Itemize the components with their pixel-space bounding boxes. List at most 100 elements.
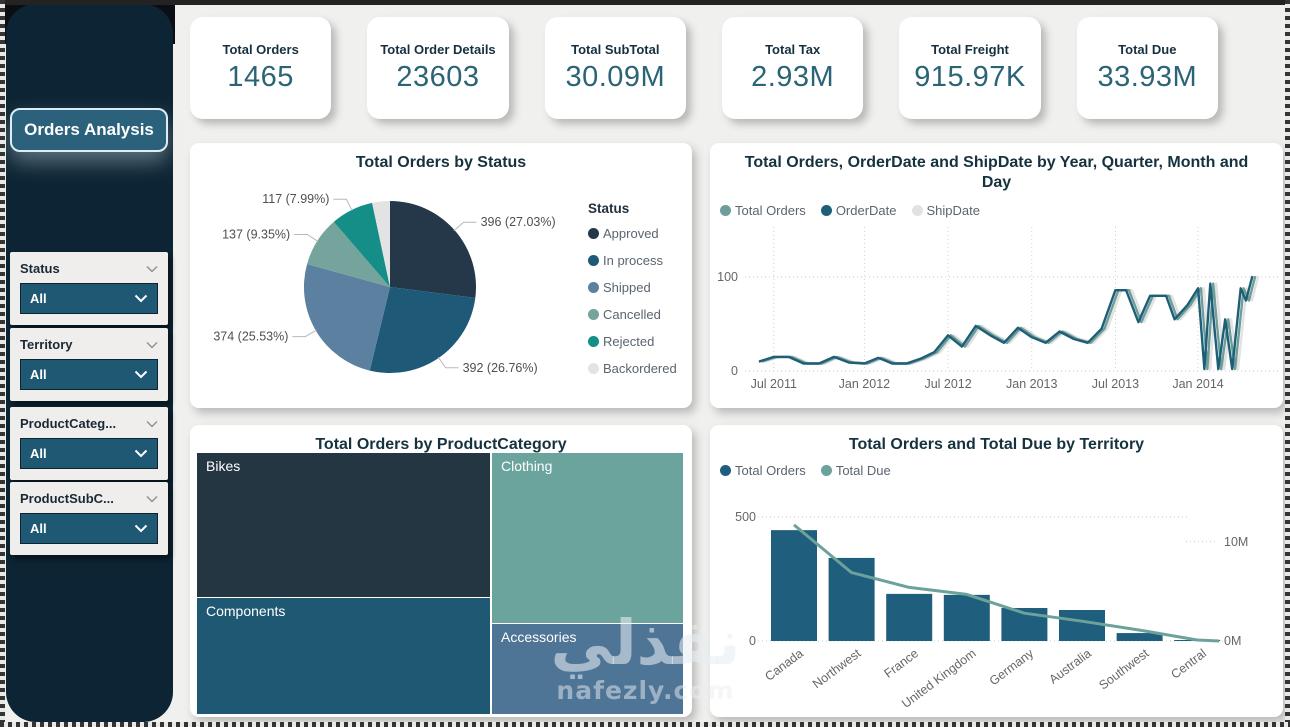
card-orders-by-status: Total Orders by Status 396 (27.03%) 392 (…	[190, 143, 692, 408]
x-tick-label: Jan 2013	[1006, 377, 1057, 391]
treemap[interactable]: Bikes Components Clothing Accessories	[197, 453, 684, 715]
filter-label: Territory	[20, 337, 73, 352]
bar-united-kingdom[interactable]	[943, 594, 990, 641]
kpi-value: 2.93M	[751, 61, 835, 93]
legend-dot	[588, 309, 599, 320]
bar-northwest[interactable]	[828, 557, 875, 641]
legend-dot	[588, 228, 599, 239]
frame-edge-bottom	[0, 722, 1290, 727]
kpi-card-total-tax[interactable]: Total Tax 2.93M	[721, 17, 864, 119]
pie-slice[interactable]	[372, 201, 390, 287]
x-tick-label: Jul 2011	[751, 377, 797, 391]
line-series-total-due[interactable]	[793, 523, 1220, 643]
chart-title: Total Orders and Total Due by Territory	[848, 436, 1145, 453]
legend-item[interactable]: Total Orders	[720, 463, 806, 478]
kpi-value: 1465	[227, 61, 294, 93]
filter-label: ProductCateg...	[20, 416, 117, 431]
legend-label: OrderDate	[835, 203, 897, 218]
treemap-label: Bikes	[206, 458, 241, 474]
treemap-tile-components[interactable]: Components	[197, 597, 490, 714]
legend-label: In process	[603, 253, 663, 268]
legend-item[interactable]: Backordered	[588, 361, 677, 376]
frame-edge-left	[0, 0, 5, 727]
pie-callout: 117 (7.99%)	[262, 192, 329, 206]
chevron-down-icon[interactable]	[146, 265, 158, 273]
page-title: Orders Analysis	[24, 120, 154, 139]
chart-title: Total Orders by Status	[355, 154, 527, 171]
legend-dot	[820, 465, 832, 476]
kpi-label: Total Due	[1118, 42, 1177, 57]
legend-item[interactable]: Total Due	[820, 463, 891, 478]
chevron-down-icon	[134, 449, 148, 458]
bar-france[interactable]	[886, 593, 933, 641]
filter-label: Status	[20, 261, 60, 276]
kpi-card-total-orders[interactable]: Total Orders 1465	[190, 17, 332, 119]
chevron-down-icon[interactable]	[146, 341, 158, 349]
bar-australia[interactable]	[1059, 610, 1105, 641]
x-tick-label: Jan 2014	[1172, 377, 1223, 391]
kpi-card-total-order-details[interactable]: Total Order Details 23603	[367, 17, 509, 119]
legend-dot	[820, 205, 832, 216]
pie-slice[interactable]	[390, 201, 476, 298]
dropdown-value: All	[30, 291, 47, 306]
y-right-tick: 0M	[1224, 634, 1241, 648]
legend-label: Backordered	[603, 361, 677, 376]
legend-label: Cancelled	[603, 307, 661, 322]
line-series-orderdate[interactable]	[758, 275, 1254, 371]
legend-label: Total Due	[835, 463, 891, 478]
timeline-legend: Total Orders OrderDate ShipDate	[720, 203, 980, 218]
legend-dot	[720, 205, 731, 216]
timeline-chart[interactable]: Jul 2011 Jan 2012 Jul 2012 Jan 2013 Jul 2013…	[713, 227, 1283, 397]
treemap-label: Components	[206, 602, 286, 619]
bar-canada[interactable]	[771, 530, 817, 641]
legend-item[interactable]: Total Orders	[720, 203, 806, 218]
treemap-tile-accessories[interactable]: Accessories	[492, 624, 683, 714]
filter-label: ProductSubC...	[20, 491, 114, 506]
productsubcategory-dropdown[interactable]: All	[20, 513, 158, 544]
productcategory-dropdown[interactable]: All	[20, 438, 158, 469]
orders-analysis-button[interactable]: Orders Analysis	[10, 108, 168, 152]
kpi-row: Total Orders 1465 Total Order Details 23…	[190, 17, 1218, 119]
treemap-label: Clothing	[501, 458, 553, 474]
kpi-card-total-due[interactable]: Total Due 33.93M	[1076, 17, 1218, 119]
legend-item[interactable]: Cancelled	[588, 307, 677, 322]
line-series-shipdate[interactable]	[764, 275, 1260, 371]
treemap-tile-bikes[interactable]: Bikes	[197, 453, 490, 597]
treemap-label: Accessories	[501, 629, 577, 646]
kpi-card-total-subtotal[interactable]: Total SubTotal 30.09M	[544, 17, 686, 119]
legend-label: Rejected	[603, 334, 655, 349]
chevron-down-icon	[134, 294, 148, 303]
pie-slice[interactable]	[369, 287, 476, 374]
status-dropdown[interactable]: All	[20, 283, 158, 314]
legend-item[interactable]: Approved	[588, 226, 677, 241]
kpi-card-total-freight[interactable]: Total Freight 915.97K	[899, 17, 1041, 119]
pie-callout: 137 (9.35%)	[222, 228, 290, 242]
chevron-down-icon[interactable]	[146, 495, 158, 503]
pie-slice[interactable]	[303, 264, 390, 371]
line-series-total-orders[interactable]	[761, 275, 1257, 371]
territory-dropdown[interactable]: All	[20, 359, 158, 390]
legend-item[interactable]: Rejected	[588, 334, 677, 349]
frame-top-bar	[0, 0, 1290, 5]
pie-chart[interactable]: 396 (27.03%) 392 (26.76%) 374 (25.53%) 137 …	[190, 183, 590, 403]
pie-slice[interactable]	[307, 221, 390, 287]
pie-slice[interactable]	[333, 202, 390, 287]
legend-dot	[588, 336, 599, 347]
dropdown-value: All	[30, 367, 47, 382]
bar-southwest[interactable]	[1116, 633, 1163, 641]
legend-item[interactable]: ShipDate	[911, 203, 980, 218]
treemap-tile-clothing[interactable]: Clothing	[492, 453, 683, 624]
y-left-tick: 0	[749, 634, 756, 648]
legend-item[interactable]: Shipped	[588, 280, 677, 295]
legend-item[interactable]: OrderDate	[820, 203, 897, 218]
status-legend: Status Approved In process Shipped Cancelle…	[588, 201, 677, 388]
chevron-down-icon	[134, 370, 148, 379]
legend-dot	[588, 255, 599, 266]
y-tick-label: 0	[731, 364, 738, 378]
chevron-down-icon[interactable]	[146, 420, 158, 428]
y-tick-label: 100	[717, 270, 738, 284]
legend-item[interactable]: In process	[588, 253, 677, 268]
kpi-value: 23603	[396, 61, 480, 93]
